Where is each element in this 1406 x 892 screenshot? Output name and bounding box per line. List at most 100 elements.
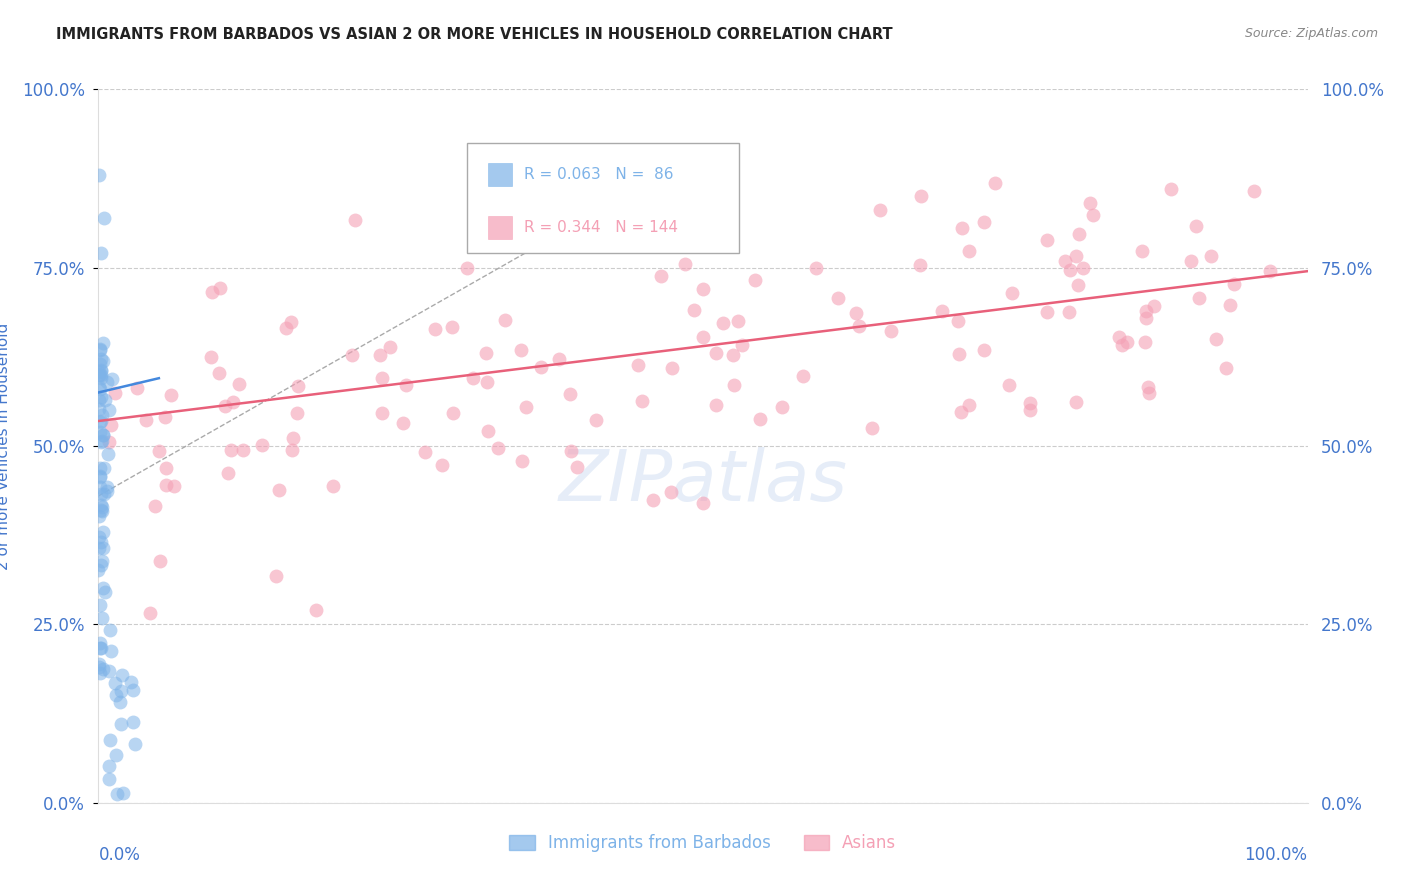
Point [1136, 380, 1159, 394]
Point [89, 469, 111, 483]
Point [998, 377, 1021, 392]
Point [127, 381, 149, 395]
Point [97, 447, 120, 461]
Point [558, 387, 581, 401]
Point [90, 610, 112, 624]
Point [108, 695, 131, 709]
Point [477, 424, 499, 438]
Point [89, 657, 111, 672]
Point [87, 368, 110, 382]
Point [110, 683, 132, 698]
Point [93, 487, 115, 501]
Point [650, 269, 672, 284]
Point [98, 403, 121, 417]
Y-axis label: 2 or more Vehicles in Household: 2 or more Vehicles in Household [0, 322, 11, 570]
Point [1205, 332, 1227, 346]
Point [848, 319, 870, 334]
Point [91, 336, 114, 351]
Point [104, 748, 127, 763]
Point [143, 500, 166, 514]
FancyBboxPatch shape [488, 216, 512, 239]
Point [1215, 360, 1237, 375]
Point [1133, 334, 1156, 349]
Point [89, 358, 111, 372]
Point [692, 282, 714, 296]
Point [155, 461, 177, 475]
Point [274, 321, 297, 335]
Point [692, 496, 714, 510]
Point [89, 666, 111, 681]
Point [219, 442, 242, 457]
Point [371, 406, 394, 420]
Point [90, 408, 112, 422]
Point [1018, 402, 1040, 417]
Point [87, 365, 110, 379]
Point [984, 176, 1007, 190]
Point [585, 413, 607, 427]
Point [1184, 219, 1206, 233]
Point [512, 454, 534, 468]
Point [845, 306, 868, 320]
Point [267, 483, 290, 497]
Point [217, 467, 239, 481]
Point [1066, 249, 1088, 263]
Point [661, 485, 683, 500]
Point [486, 442, 509, 456]
Point [222, 395, 245, 409]
Point [90, 368, 112, 383]
Point [860, 421, 883, 435]
Point [1108, 329, 1130, 343]
Point [90, 534, 112, 549]
Point [201, 285, 224, 300]
Point [90, 487, 112, 501]
Point [90, 558, 112, 572]
Point [91, 662, 114, 676]
Legend: Immigrants from Barbados, Asians: Immigrants from Barbados, Asians [503, 828, 903, 859]
Point [89, 401, 111, 416]
Point [827, 291, 849, 305]
Point [153, 410, 176, 425]
Point [1111, 337, 1133, 351]
Point [948, 347, 970, 361]
Point [89, 480, 111, 494]
Point [90, 498, 112, 512]
Point [163, 479, 186, 493]
Point [723, 378, 745, 392]
Point [139, 606, 162, 620]
Point [89, 343, 111, 357]
Point [96, 375, 118, 389]
Point [957, 244, 980, 258]
Point [120, 674, 142, 689]
Point [93, 211, 115, 225]
Point [1066, 395, 1088, 409]
Point [322, 479, 344, 493]
Point [232, 443, 254, 458]
Point [280, 315, 302, 329]
Point [950, 221, 973, 235]
Point [1069, 227, 1091, 241]
Point [97, 664, 120, 678]
Point [87, 509, 110, 524]
Point [90, 414, 112, 428]
Point [973, 215, 995, 229]
Point [641, 492, 664, 507]
Point [704, 398, 727, 412]
Point [281, 443, 304, 458]
Point [91, 554, 114, 568]
Point [682, 302, 704, 317]
Point [90, 362, 112, 376]
Point [1130, 244, 1153, 258]
Point [880, 324, 903, 338]
Point [91, 428, 114, 442]
Point [368, 348, 391, 362]
Point [430, 458, 453, 472]
Point [100, 417, 122, 432]
Point [89, 415, 111, 429]
Point [456, 260, 478, 275]
Point [973, 343, 995, 357]
Point [87, 541, 110, 555]
Point [957, 398, 980, 412]
Point [87, 168, 110, 182]
Point [281, 432, 304, 446]
Point [89, 392, 111, 407]
